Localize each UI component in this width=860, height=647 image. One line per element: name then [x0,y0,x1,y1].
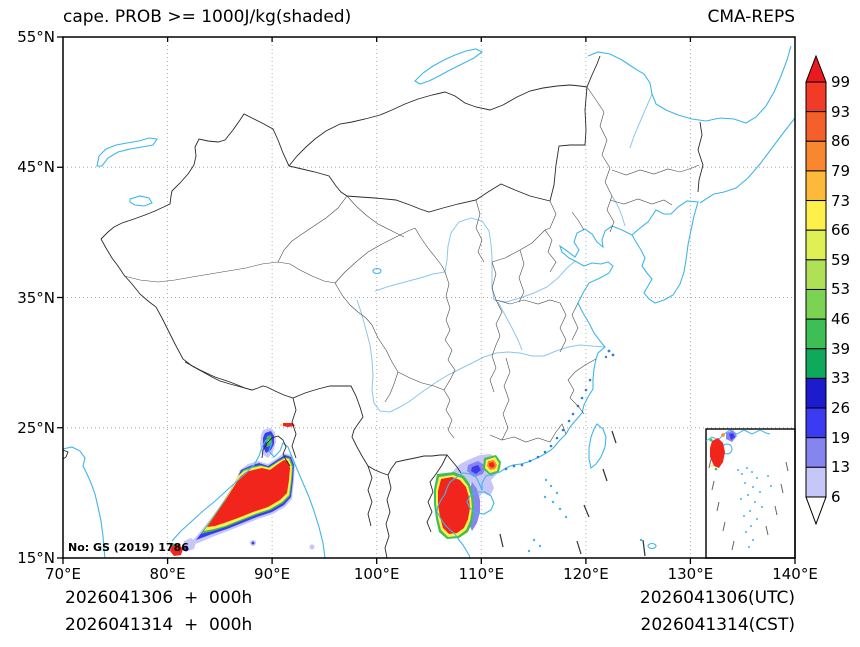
colorbar-level-label: 93 [831,102,851,121]
map-stamp: No: GS (2019) 1786 [68,541,189,554]
chart-title: cape. PROB >= 1000J/kg(shaded) [63,7,352,27]
x-tick-label: 70°E [44,565,82,583]
colorbar [805,54,827,526]
colorbar-level-label: 46 [831,310,851,329]
country-borders [63,55,704,558]
inset-map [705,428,796,559]
footer-init-right-1: 2026041306(UTC) [639,588,795,608]
colorbar-level-label: 99 [831,73,851,91]
y-tick-label: 35°N [17,288,55,307]
colorbar-level-label: 79 [831,161,851,180]
colorbar-level-label: 39 [831,339,851,358]
island-dots [504,349,615,471]
model-name: CMA-REPS [707,7,795,27]
colorbar-level-label: 53 [831,280,851,299]
colorbar-level-label: 86 [831,132,851,151]
colorbar-level-label: 6 [831,487,841,506]
x-tick-label: 90°E [254,565,291,583]
footer-init-left-2: 2026041314 + 000h [65,615,253,635]
x-tick-label: 110°E [458,565,505,583]
rivers [356,93,653,413]
colorbar-level-label: 33 [831,369,851,388]
y-tick-label: 15°N [17,549,55,567]
south-china-sea-islets [527,478,643,553]
colorbar-level-label: 26 [831,399,851,418]
footer-init-left-1: 2026041306 + 000h [65,588,253,608]
axis-ticks [57,36,796,564]
footer-init-right-2: 2026041314(CST) [640,615,795,635]
colorbar-level-label: 19 [831,428,851,447]
gridlines [63,37,795,558]
province-borders [123,86,700,443]
colorbar-level-label: 59 [831,250,851,269]
y-tick-label: 25°N [17,418,55,437]
colorbar-level-label: 66 [831,221,851,240]
colorbar-level-label: 73 [831,191,851,210]
x-tick-label: 140°E [772,565,818,583]
x-tick-label: 130°E [667,565,714,583]
x-tick-label: 100°E [353,565,400,583]
lakes-and-coastlines [63,45,795,558]
x-tick-label: 80°E [149,565,186,583]
y-tick-label: 45°N [17,158,55,177]
map-frame [57,36,796,564]
cape-shading [170,423,501,556]
x-tick-label: 120°E [563,565,609,583]
nine-dash-line [499,430,646,557]
colorbar-level-label: 13 [831,458,851,477]
y-tick-label: 55°N [17,28,55,46]
